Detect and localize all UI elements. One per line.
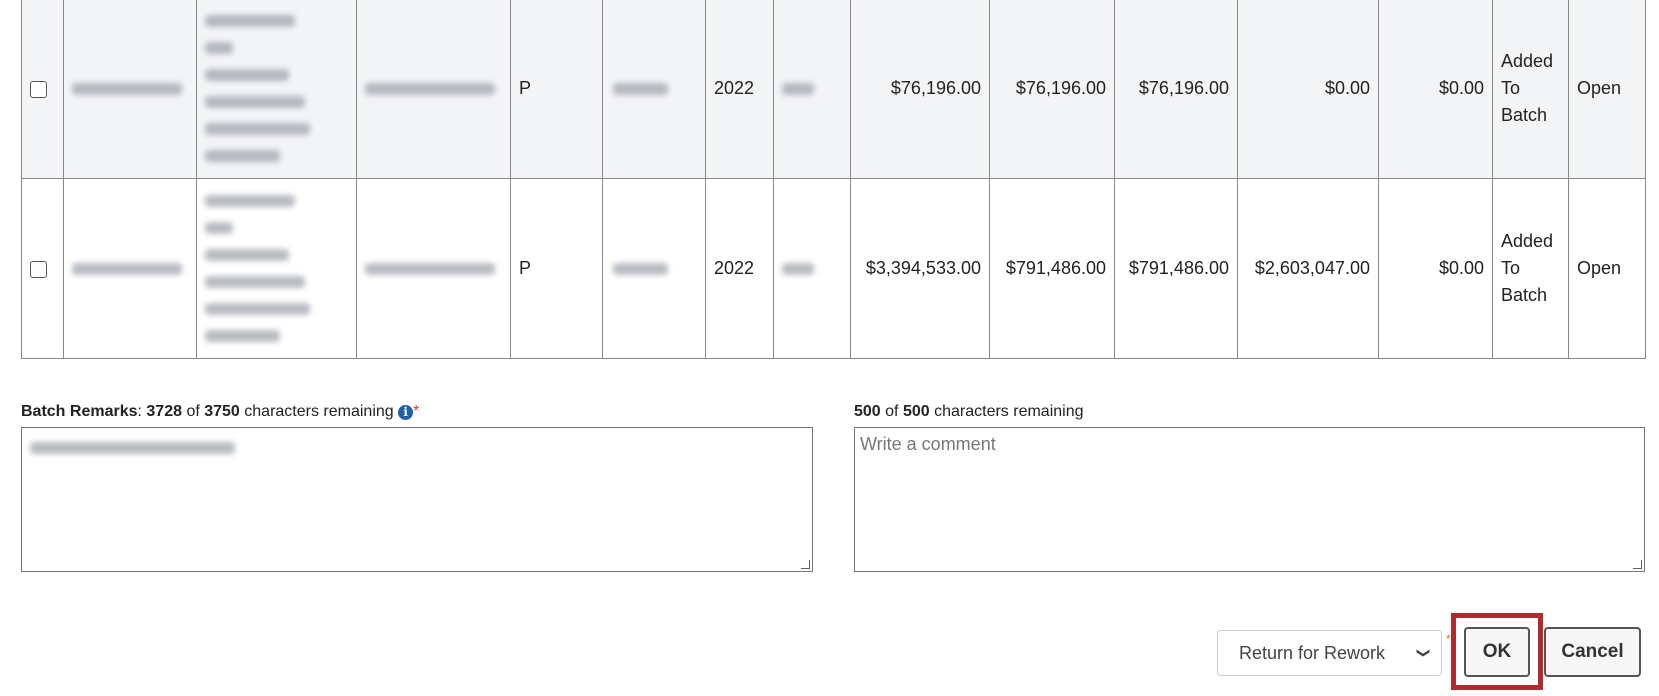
redacted-agency-cell <box>196 178 357 359</box>
amount-cell: $791,486.00 <box>989 178 1115 359</box>
row-checkbox[interactable] <box>30 80 47 98</box>
batch-remarks-title: Batch Remarks <box>21 403 138 420</box>
amount-cell: $3,394,533.00 <box>850 178 990 359</box>
batch-status-cell: Added To Batch <box>1492 0 1569 179</box>
amount-cell: $791,486.00 <box>1114 178 1238 359</box>
comment-suffix: characters remaining <box>934 403 1084 420</box>
required-indicator: * <box>413 403 420 420</box>
required-indicator: * <box>1446 632 1451 646</box>
batch-remarks-label: Batch Remarks: 3728 of 3750 characters r… <box>21 403 420 420</box>
comment-textarea[interactable]: Write a comment <box>854 427 1645 572</box>
batch-items-table: P 2022 $76,196.00 $76,196.00 $76,196.00 … <box>21 0 1646 359</box>
remarks-of: of <box>186 403 200 420</box>
amount-cell: $2,603,047.00 <box>1237 178 1379 359</box>
amount-cell: $76,196.00 <box>989 0 1115 179</box>
status-code-cell: P <box>510 0 603 179</box>
redacted-agency-cell <box>196 0 357 179</box>
action-select-value: Return for Rework <box>1239 643 1386 663</box>
amount-cell: $76,196.00 <box>1114 0 1238 179</box>
remarks-remaining-count: 3728 <box>146 403 182 420</box>
year-cell: 2022 <box>705 178 774 359</box>
redacted-cell <box>356 178 511 359</box>
state-cell: Open <box>1568 178 1646 359</box>
amount-cell: $0.00 <box>1378 0 1493 179</box>
redacted-cell <box>63 178 197 359</box>
redacted-cell <box>602 178 706 359</box>
resize-handle-icon[interactable] <box>801 560 810 569</box>
batch-remarks-textarea[interactable] <box>21 427 813 572</box>
status-code-cell: P <box>510 178 603 359</box>
resize-handle-icon[interactable] <box>1633 560 1642 569</box>
state-cell: Open <box>1568 0 1646 179</box>
ok-button[interactable]: OK <box>1464 627 1530 677</box>
chevron-down-icon: ❯ <box>1416 647 1432 659</box>
redacted-cell <box>356 0 511 179</box>
redacted-cell <box>63 0 197 179</box>
row-select-cell[interactable] <box>21 0 64 179</box>
comment-placeholder: Write a comment <box>860 434 996 454</box>
remarks-max-count: 3750 <box>204 403 240 420</box>
info-circle-icon[interactable]: i <box>398 405 414 420</box>
table-row: P 2022 $76,196.00 $76,196.00 $76,196.00 … <box>21 0 1646 179</box>
batch-status-cell: Added To Batch <box>1492 178 1569 359</box>
comment-remaining-count: 500 <box>854 403 881 420</box>
comment-of: of <box>885 403 899 420</box>
amount-cell: $76,196.00 <box>850 0 990 179</box>
highlight-box <box>1451 613 1543 690</box>
row-checkbox[interactable] <box>30 260 47 278</box>
redacted-cell <box>773 178 851 359</box>
comment-max-count: 500 <box>902 403 930 420</box>
comment-counter-label: 500 of 500 characters remaining <box>854 403 1084 421</box>
redacted-cell <box>773 0 851 179</box>
table-row: P 2022 $3,394,533.00 $791,486.00 $791,48… <box>21 178 1646 359</box>
redacted-cell <box>602 0 706 179</box>
amount-cell: $0.00 <box>1237 0 1379 179</box>
remarks-suffix: characters remaining <box>244 403 394 420</box>
amount-cell: $0.00 <box>1378 178 1493 359</box>
cancel-button[interactable]: Cancel <box>1544 627 1641 677</box>
row-select-cell[interactable] <box>21 178 64 359</box>
action-select[interactable]: Return for Rework ❯ <box>1217 630 1442 676</box>
year-cell: 2022 <box>705 0 774 179</box>
